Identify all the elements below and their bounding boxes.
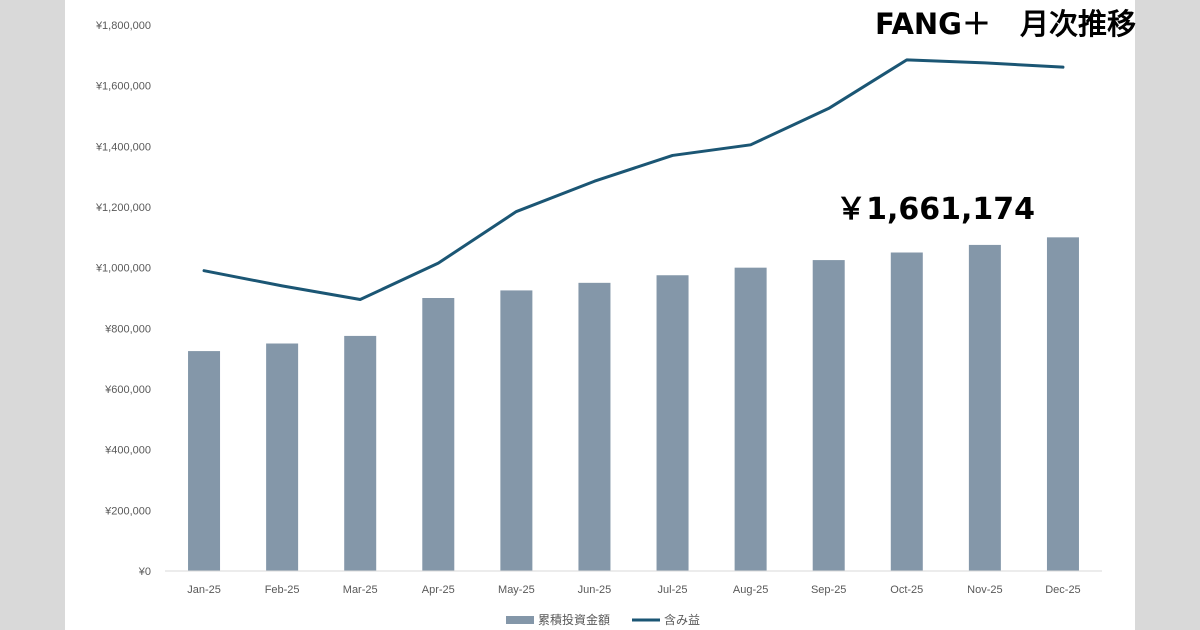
x-tick-label: Nov-25 bbox=[967, 584, 1002, 596]
bar-oct-25 bbox=[890, 252, 923, 571]
x-tick-label: Aug-25 bbox=[733, 584, 768, 596]
y-tick-label: ¥400,000 bbox=[104, 445, 151, 457]
y-tick-label: ¥800,000 bbox=[104, 323, 151, 335]
x-tick-label: Jun-25 bbox=[578, 584, 612, 596]
line-series bbox=[202, 58, 1065, 302]
x-tick-label: Oct-25 bbox=[890, 584, 923, 596]
y-tick-label: ¥1,800,000 bbox=[95, 20, 151, 32]
x-tick-label: Dec-25 bbox=[1045, 584, 1080, 596]
legend: 累積投資金額 含み益 bbox=[506, 612, 700, 627]
bar-aug-25 bbox=[734, 267, 767, 571]
y-tick-label: ¥600,000 bbox=[104, 384, 151, 396]
x-tick-label: Apr-25 bbox=[422, 584, 455, 596]
x-tick-label: Jul-25 bbox=[658, 584, 688, 596]
y-tick-label: ¥200,000 bbox=[104, 505, 151, 517]
y-axis: ¥0 ¥200,000 ¥400,000 ¥600,000 ¥800,000 ¥1,000… bbox=[95, 20, 151, 578]
bar-mar-25 bbox=[344, 335, 377, 571]
y-tick-label: ¥1,600,000 bbox=[95, 81, 151, 93]
line-unrealized-gain bbox=[202, 58, 1065, 302]
legend-label-bar: 累積投資金額 bbox=[538, 612, 610, 627]
y-tick-label: ¥0 bbox=[138, 566, 151, 578]
latest-value-annotation: ￥1,661,174 bbox=[836, 192, 1035, 227]
x-tick-label: Feb-25 bbox=[265, 584, 300, 596]
x-axis: Jan-25 Feb-25 Mar-25 Apr-25 May-25 Jun-25 Jul-… bbox=[187, 584, 1080, 596]
bar-jan-25 bbox=[188, 351, 221, 571]
y-tick-label: ¥1,000,000 bbox=[95, 263, 151, 275]
bar-apr-25 bbox=[422, 298, 455, 571]
bar-dec-25 bbox=[1046, 237, 1079, 572]
x-tick-label: Jan-25 bbox=[187, 584, 221, 596]
bar-jun-25 bbox=[578, 282, 611, 571]
bar-series bbox=[188, 237, 1079, 572]
y-tick-label: ¥1,400,000 bbox=[95, 141, 151, 153]
y-tick-label: ¥1,200,000 bbox=[95, 202, 151, 214]
bar-sep-25 bbox=[812, 260, 845, 571]
bar-feb-25 bbox=[266, 343, 299, 571]
legend-swatch-bar bbox=[506, 616, 534, 624]
x-tick-label: May-25 bbox=[498, 584, 535, 596]
x-tick-label: Mar-25 bbox=[343, 584, 378, 596]
chart-title: FANG＋ 月次推移 bbox=[875, 7, 1136, 41]
bar-jul-25 bbox=[656, 275, 689, 571]
bar-nov-25 bbox=[968, 244, 1001, 571]
legend-label-line: 含み益 bbox=[664, 612, 700, 627]
x-tick-label: Sep-25 bbox=[811, 584, 846, 596]
bar-may-25 bbox=[500, 290, 533, 571]
